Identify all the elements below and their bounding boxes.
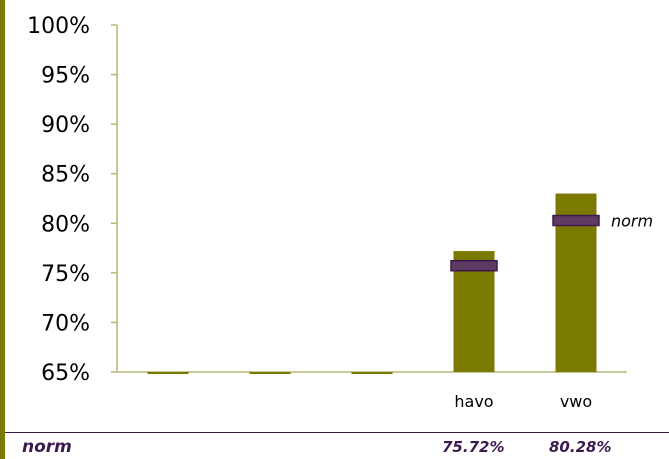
norm-row-label: norm	[22, 437, 72, 457]
norm-value-havo: 75.72%	[442, 438, 505, 456]
y-tick-label: 75%	[41, 262, 90, 287]
x-category-label: havo	[454, 392, 493, 411]
norm-marker	[450, 259, 498, 272]
bar-chart: 100% 95% 90% 85% 80% 75% 70% 65% havo vwo norm	[27, 14, 653, 411]
norm-table: norm 75.72% 80.28%	[5, 432, 669, 459]
norm-marker	[552, 214, 600, 227]
norm-annotation: norm	[611, 212, 653, 231]
y-tick-label: 90%	[41, 113, 90, 138]
norm-value-vwo: 80.28%	[549, 438, 612, 456]
y-tick-label: 85%	[41, 163, 90, 188]
x-category-label: vwo	[560, 392, 592, 411]
y-tick-label: 65%	[41, 361, 90, 386]
y-tick-label: 70%	[41, 311, 90, 336]
y-tick-label: 100%	[27, 14, 90, 39]
left-accent-stripe	[0, 0, 5, 459]
y-tick-label: 95%	[41, 64, 90, 89]
y-tick-label: 80%	[41, 212, 90, 237]
